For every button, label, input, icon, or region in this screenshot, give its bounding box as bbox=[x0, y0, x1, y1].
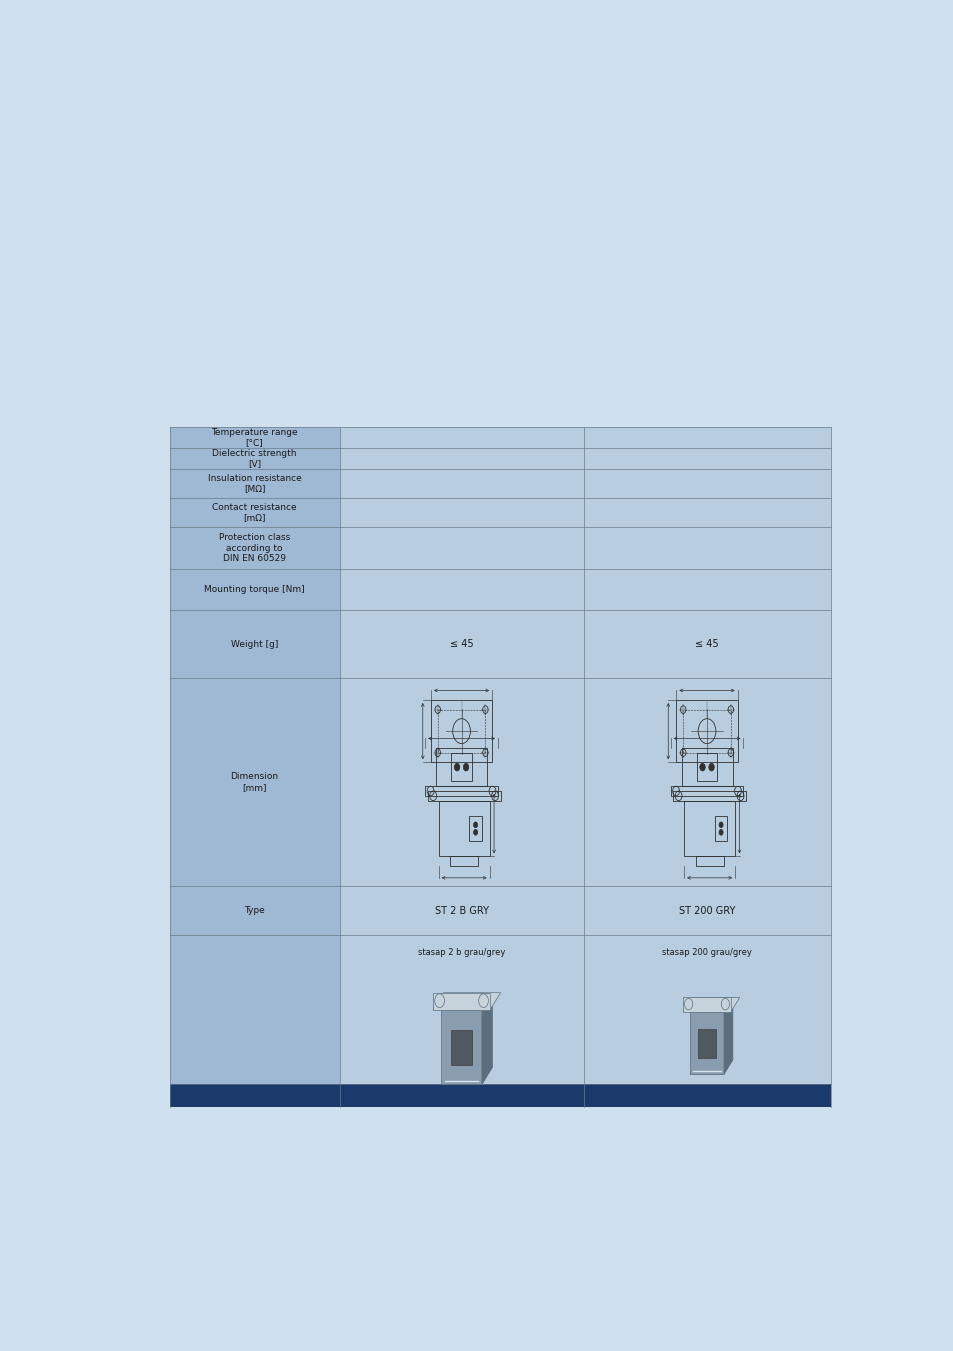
Bar bbox=[339, 499, 583, 527]
Circle shape bbox=[700, 763, 704, 771]
Bar bbox=[339, 886, 583, 935]
Bar bbox=[339, 449, 583, 469]
Circle shape bbox=[719, 830, 722, 835]
Bar bbox=[339, 935, 583, 1084]
Circle shape bbox=[684, 998, 692, 1009]
Circle shape bbox=[720, 998, 729, 1009]
Polygon shape bbox=[481, 993, 492, 1085]
Polygon shape bbox=[441, 1011, 481, 1085]
Text: stasap 2 b grau/grey: stasap 2 b grau/grey bbox=[417, 948, 505, 958]
Bar bbox=[339, 469, 583, 499]
Bar bbox=[431, 700, 492, 762]
Bar bbox=[583, 886, 830, 935]
Circle shape bbox=[463, 763, 468, 771]
Circle shape bbox=[478, 994, 488, 1008]
Text: Weight [g]: Weight [g] bbox=[231, 640, 278, 648]
Bar bbox=[339, 427, 583, 449]
Text: Dielectric strength
[V]: Dielectric strength [V] bbox=[213, 449, 296, 469]
Text: ≤ 45: ≤ 45 bbox=[695, 639, 719, 650]
Bar bbox=[698, 1029, 715, 1058]
Bar bbox=[450, 857, 477, 866]
Bar bbox=[714, 816, 727, 842]
Text: ST 200 GRY: ST 200 GRY bbox=[679, 905, 735, 916]
Text: Mounting torque [Nm]: Mounting torque [Nm] bbox=[204, 585, 305, 594]
Bar bbox=[583, 427, 830, 449]
Bar bbox=[583, 469, 830, 499]
Circle shape bbox=[473, 821, 477, 828]
Bar bbox=[683, 801, 735, 857]
Bar bbox=[427, 790, 500, 801]
Bar bbox=[170, 449, 339, 469]
Bar bbox=[170, 527, 339, 569]
Bar bbox=[682, 997, 730, 1012]
Text: Dimension
[mm]: Dimension [mm] bbox=[231, 773, 278, 792]
Circle shape bbox=[473, 830, 477, 835]
Circle shape bbox=[435, 994, 444, 1008]
Circle shape bbox=[454, 763, 459, 771]
Bar bbox=[670, 786, 742, 796]
Bar bbox=[170, 499, 339, 527]
Bar bbox=[170, 886, 339, 935]
Polygon shape bbox=[689, 1012, 723, 1074]
Bar bbox=[583, 449, 830, 469]
Bar bbox=[339, 527, 583, 569]
Bar bbox=[170, 678, 339, 886]
Bar bbox=[583, 499, 830, 527]
Bar bbox=[170, 611, 339, 678]
Bar bbox=[437, 709, 485, 753]
Bar bbox=[170, 427, 339, 449]
Polygon shape bbox=[441, 1067, 492, 1085]
Text: stasap 200 grau/grey: stasap 200 grau/grey bbox=[661, 948, 751, 958]
Bar bbox=[583, 611, 830, 678]
Text: Type: Type bbox=[244, 907, 265, 915]
Polygon shape bbox=[689, 1059, 732, 1074]
Bar bbox=[583, 935, 830, 1084]
Bar bbox=[673, 790, 745, 801]
Text: Protection class
according to
DIN EN 60529: Protection class according to DIN EN 605… bbox=[218, 534, 290, 563]
Bar bbox=[451, 753, 472, 781]
Bar bbox=[583, 569, 830, 611]
Bar bbox=[170, 1084, 830, 1106]
Bar bbox=[425, 786, 497, 796]
Polygon shape bbox=[723, 997, 732, 1074]
Bar bbox=[339, 678, 583, 886]
Text: ≤ 45: ≤ 45 bbox=[449, 639, 473, 650]
Bar bbox=[451, 1031, 472, 1065]
Bar bbox=[339, 569, 583, 611]
Bar bbox=[170, 935, 339, 1084]
Bar bbox=[436, 748, 487, 786]
Text: Contact resistance
[mΩ]: Contact resistance [mΩ] bbox=[212, 503, 296, 523]
Bar bbox=[583, 678, 830, 886]
Polygon shape bbox=[433, 993, 500, 1011]
Polygon shape bbox=[682, 997, 739, 1012]
Bar bbox=[676, 700, 737, 762]
Bar bbox=[438, 801, 489, 857]
Bar bbox=[339, 611, 583, 678]
Bar bbox=[433, 993, 490, 1011]
Bar bbox=[170, 569, 339, 611]
Circle shape bbox=[719, 821, 722, 828]
Bar bbox=[469, 816, 481, 842]
Bar bbox=[682, 709, 730, 753]
Text: ST 2 B GRY: ST 2 B GRY bbox=[435, 905, 488, 916]
Text: Insulation resistance
[MΩ]: Insulation resistance [MΩ] bbox=[208, 474, 301, 493]
Bar bbox=[695, 857, 723, 866]
Bar bbox=[170, 469, 339, 499]
Text: Temperature range
[°C]: Temperature range [°C] bbox=[211, 428, 297, 447]
Bar bbox=[696, 753, 717, 781]
Bar bbox=[583, 527, 830, 569]
Circle shape bbox=[708, 763, 714, 771]
Bar bbox=[680, 748, 732, 786]
